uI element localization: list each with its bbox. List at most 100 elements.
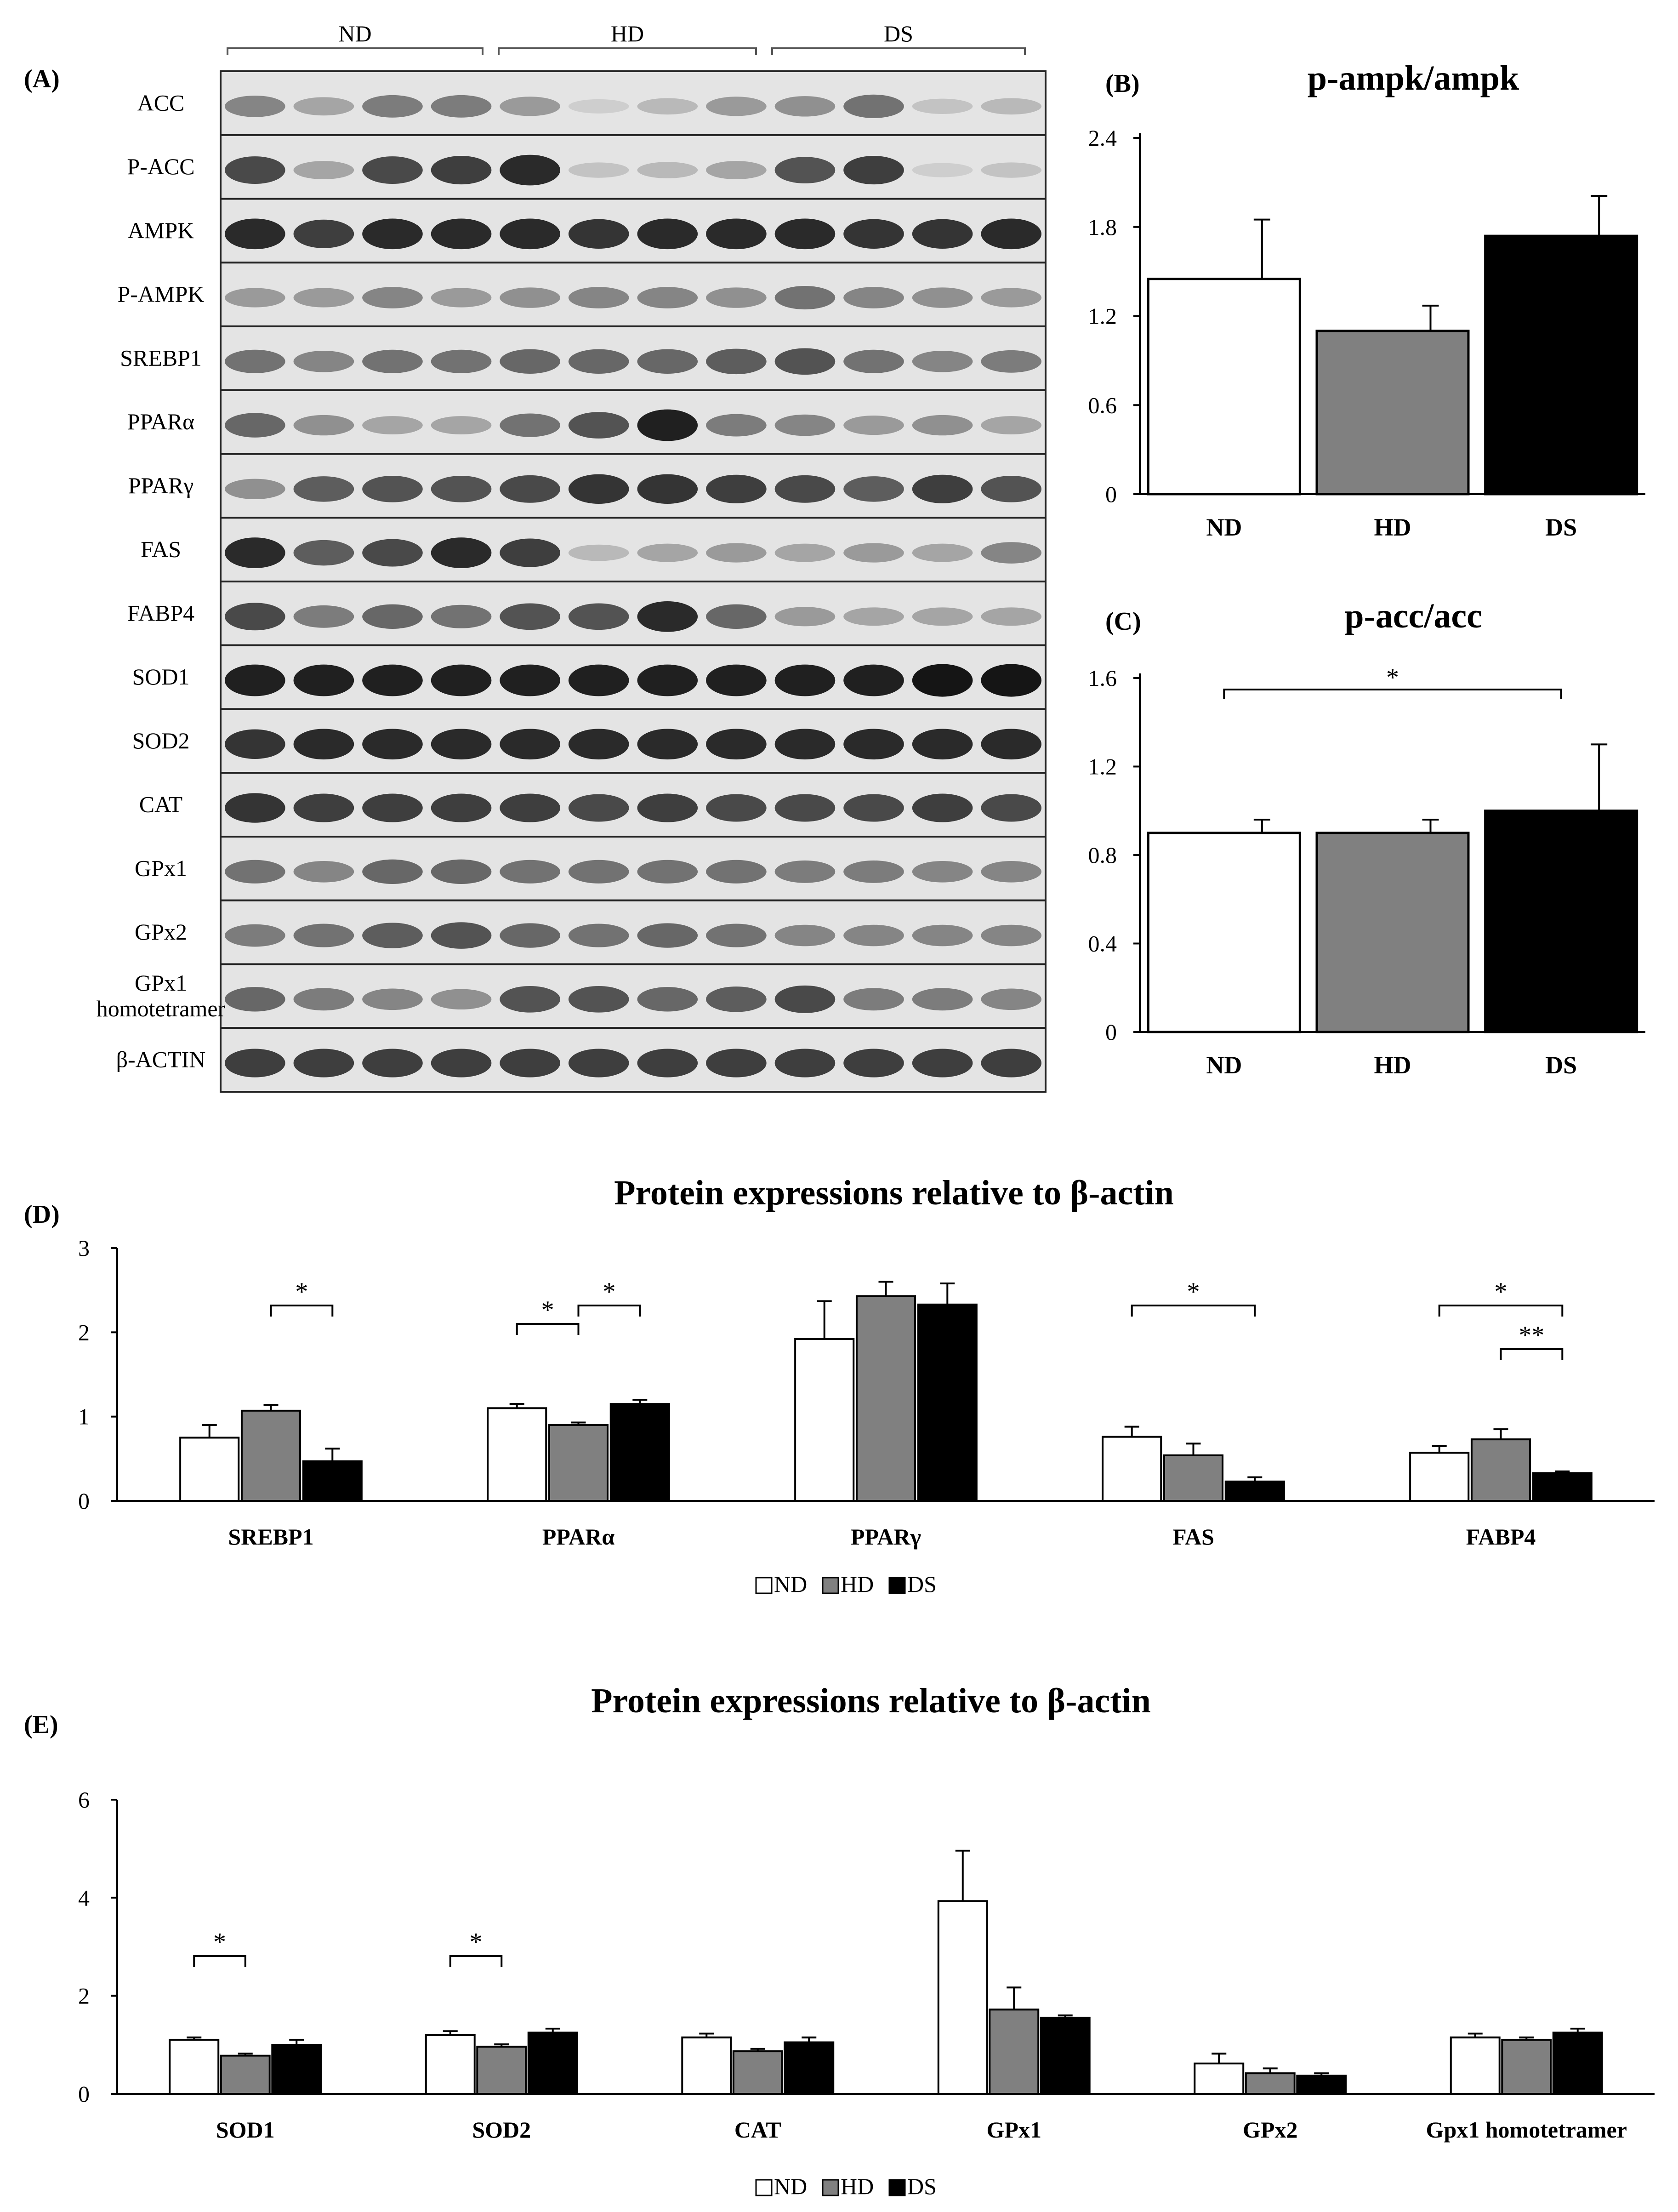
blot-band — [637, 601, 698, 632]
y-tick-label: 0 — [78, 2081, 90, 2107]
panel-label-c: (C) — [1105, 607, 1141, 636]
blot-band — [706, 161, 767, 180]
chart-d-title: Protein expressions relative to β-actin — [614, 1174, 1174, 1212]
y-tick-label: 3 — [78, 1235, 90, 1261]
blot-band — [637, 793, 698, 822]
blot-band — [362, 475, 423, 502]
blot-strip-gpx2 — [220, 899, 1047, 965]
blot-band — [431, 729, 492, 760]
blot-band — [293, 351, 354, 372]
blot-band — [500, 413, 560, 437]
x-tick-label-gpx1: GPx1 — [987, 2117, 1041, 2143]
significance-bracket — [516, 1323, 580, 1335]
bar-ds — [1484, 234, 1638, 496]
significance-mark: ** — [1519, 1321, 1544, 1350]
blot-band — [912, 219, 973, 249]
y-tick-label: 0 — [1105, 481, 1117, 507]
blot-band — [500, 154, 560, 186]
y-tick-label: 2 — [78, 1319, 90, 1345]
blot-band — [568, 729, 629, 760]
blot-band — [431, 989, 492, 1010]
blot-band — [568, 544, 629, 561]
blot-band — [637, 987, 698, 1012]
blot-band — [843, 415, 904, 435]
significance-mark: * — [295, 1277, 308, 1306]
chart-p-ampk-ampk: p-ampk/ampk 0 0.6 1.2 1.8 2.4 ND HD DS — [1088, 59, 1645, 541]
bar-ds — [1484, 810, 1638, 1033]
blot-band — [843, 1049, 904, 1077]
significance-bracket — [270, 1305, 334, 1317]
panel-label-b: (B) — [1105, 69, 1140, 98]
blot-band — [706, 986, 767, 1012]
bar-ppar-hd — [548, 1424, 609, 1502]
blot-label-fas: FAS — [141, 536, 181, 562]
blot-band — [431, 218, 492, 250]
group-bracket-nd — [227, 47, 483, 55]
blot-band — [912, 924, 973, 946]
group-label-hd: HD — [611, 21, 644, 46]
y-tick-label: 0.6 — [1088, 392, 1117, 418]
bar-ppar-ds — [917, 1303, 978, 1502]
blot-band — [774, 794, 836, 822]
blot-band — [568, 474, 629, 504]
blot-band — [912, 729, 973, 760]
y-tick-label: 0 — [1105, 1019, 1117, 1045]
blot-band — [843, 287, 904, 308]
blot-band — [843, 155, 904, 185]
significance-bracket — [1223, 689, 1562, 699]
blot-band — [981, 988, 1042, 1010]
blot-band — [500, 729, 560, 760]
blot-band — [293, 97, 354, 116]
blot-band — [500, 475, 560, 503]
blot-band — [981, 924, 1042, 946]
blot-band — [500, 97, 560, 116]
x-tick-label-ds: DS — [1545, 513, 1577, 541]
chart-c-title: p-acc/acc — [1344, 597, 1482, 635]
x-tick-label-hd: HD — [1374, 1051, 1411, 1079]
blot-band — [912, 163, 973, 177]
blot-band — [362, 729, 423, 760]
blot-label-sod2: SOD2 — [132, 728, 189, 753]
blot-strip-ppar — [220, 453, 1047, 519]
bar-cat-nd — [681, 2036, 732, 2095]
blot-band — [912, 287, 973, 308]
blot-band — [981, 350, 1042, 373]
bar-srebp1-hd — [240, 1409, 301, 1502]
blot-band — [568, 603, 629, 630]
blot-band — [362, 604, 423, 629]
bar-gpx1-homotetramer-nd — [1450, 2036, 1501, 2095]
blot-band — [637, 729, 698, 760]
bar-fabp4-ds — [1532, 1472, 1593, 1502]
significance-bracket — [577, 1305, 641, 1317]
blot-band — [293, 1049, 354, 1077]
x-tick-label-ppar: PPARγ — [851, 1524, 921, 1550]
blot-band — [224, 156, 285, 184]
panel-label-a: (A) — [24, 65, 60, 93]
bar-srebp1-ds — [302, 1460, 363, 1502]
blot-band — [706, 474, 767, 503]
blot-band — [431, 859, 492, 884]
blot-band — [912, 988, 973, 1011]
blot-band — [774, 1049, 836, 1077]
x-tick-label-fabp4: FABP4 — [1466, 1524, 1536, 1550]
blot-band — [637, 1049, 698, 1077]
blot-band — [568, 349, 629, 374]
blot-band — [293, 988, 354, 1011]
blot-band — [637, 98, 698, 115]
blot-band — [224, 729, 285, 759]
blot-band — [568, 924, 629, 947]
blot-band — [362, 95, 423, 118]
blot-band — [293, 476, 354, 502]
blot-label-gpx2: GPx2 — [135, 919, 187, 945]
x-tick-label-gpx2: GPx2 — [1243, 2117, 1297, 2143]
blot-band — [568, 287, 629, 308]
blot-band — [293, 793, 354, 822]
blot-band — [224, 288, 285, 308]
blot-band — [224, 860, 285, 884]
blot-band — [843, 219, 904, 249]
bar-hd — [1315, 832, 1470, 1033]
legend-swatch-hd — [822, 1577, 839, 1594]
blot-band — [774, 543, 836, 562]
y-tick-label: 0.8 — [1088, 842, 1117, 868]
